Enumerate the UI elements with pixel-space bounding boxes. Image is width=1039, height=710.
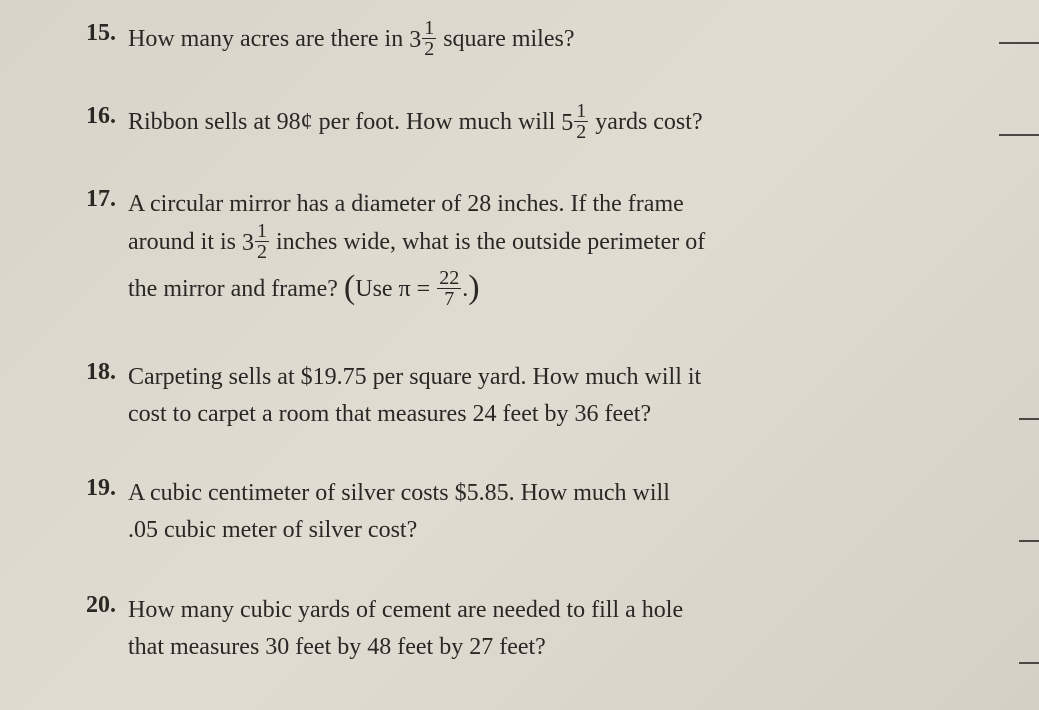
problem-18: 18. Carpeting sells at $19.75 per square… <box>80 359 999 433</box>
problem-number: 15. <box>80 20 128 47</box>
problem-number: 20. <box>80 592 128 619</box>
paren-close: ) <box>468 269 479 306</box>
text-segment: A circular mirror has a diameter of 28 i… <box>128 191 684 217</box>
denominator: 7 <box>437 289 461 309</box>
denominator: 2 <box>574 122 588 142</box>
numerator: 1 <box>574 101 588 122</box>
problem-20: 20. How many cubic yards of cement are n… <box>80 592 999 666</box>
text-segment: How many cubic yards of cement are neede… <box>128 597 683 623</box>
paren-open: ( <box>344 269 355 306</box>
text-segment: inches wide, what is the outside perimet… <box>270 229 705 255</box>
problem-16: 16. Ribbon sells at 98¢ per foot. How mu… <box>80 103 999 144</box>
text-segment: around it is <box>128 229 242 255</box>
text-segment: A cubic centimeter of silver costs $5.85… <box>128 480 670 506</box>
problem-text: A cubic centimeter of silver costs $5.85… <box>128 475 999 549</box>
fraction: 12 <box>255 221 269 262</box>
numerator: 1 <box>422 18 436 39</box>
text-segment: .05 cubic meter of silver cost? <box>128 517 417 543</box>
text-segment: How many acres are there in <box>128 26 409 52</box>
problem-17: 17. A circular mirror has a diameter of … <box>80 186 999 317</box>
text-segment: Ribbon sells at 98¢ per foot. How much w… <box>128 109 561 135</box>
problem-19: 19. A cubic centimeter of silver costs $… <box>80 475 999 549</box>
text-segment: the mirror and frame? <box>128 276 344 302</box>
text-segment: cost to carpet a room that measures 24 f… <box>128 401 651 427</box>
answer-blank <box>999 42 1039 44</box>
mixed-fraction: 312 <box>242 229 270 255</box>
text-segment: yards cost? <box>589 109 702 135</box>
numerator: 22 <box>437 268 461 289</box>
mixed-fraction: 312 <box>409 26 437 52</box>
fraction: 12 <box>574 101 588 142</box>
use-pi-text: Use π = <box>355 276 436 302</box>
whole-part: 5 <box>561 110 573 136</box>
problem-text: How many acres are there in 312 square m… <box>128 20 999 61</box>
whole-part: 3 <box>242 230 254 256</box>
numerator: 1 <box>255 221 269 242</box>
problem-text: Carpeting sells at $19.75 per square yar… <box>128 359 999 433</box>
whole-part: 3 <box>409 27 421 53</box>
answer-blank <box>999 134 1039 136</box>
answer-blank <box>1019 662 1039 664</box>
text-segment: square miles? <box>437 26 574 52</box>
answer-blank <box>1019 418 1039 420</box>
problem-number: 19. <box>80 475 128 502</box>
problem-text: A circular mirror has a diameter of 28 i… <box>128 186 999 317</box>
problem-number: 17. <box>80 186 128 213</box>
text-segment: Carpeting sells at $19.75 per square yar… <box>128 364 701 390</box>
fraction: 12 <box>422 18 436 59</box>
pi-fraction: 227 <box>437 268 461 309</box>
problem-number: 16. <box>80 103 128 130</box>
problem-text: How many cubic yards of cement are neede… <box>128 592 999 666</box>
problem-text: Ribbon sells at 98¢ per foot. How much w… <box>128 103 999 144</box>
answer-blank <box>1019 540 1039 542</box>
denominator: 2 <box>255 242 269 262</box>
mixed-fraction: 512 <box>561 109 589 135</box>
denominator: 2 <box>422 39 436 59</box>
problem-number: 18. <box>80 359 128 386</box>
problem-15: 15. How many acres are there in 312 squa… <box>80 20 999 61</box>
text-segment: that measures 30 feet by 48 feet by 27 f… <box>128 634 546 660</box>
